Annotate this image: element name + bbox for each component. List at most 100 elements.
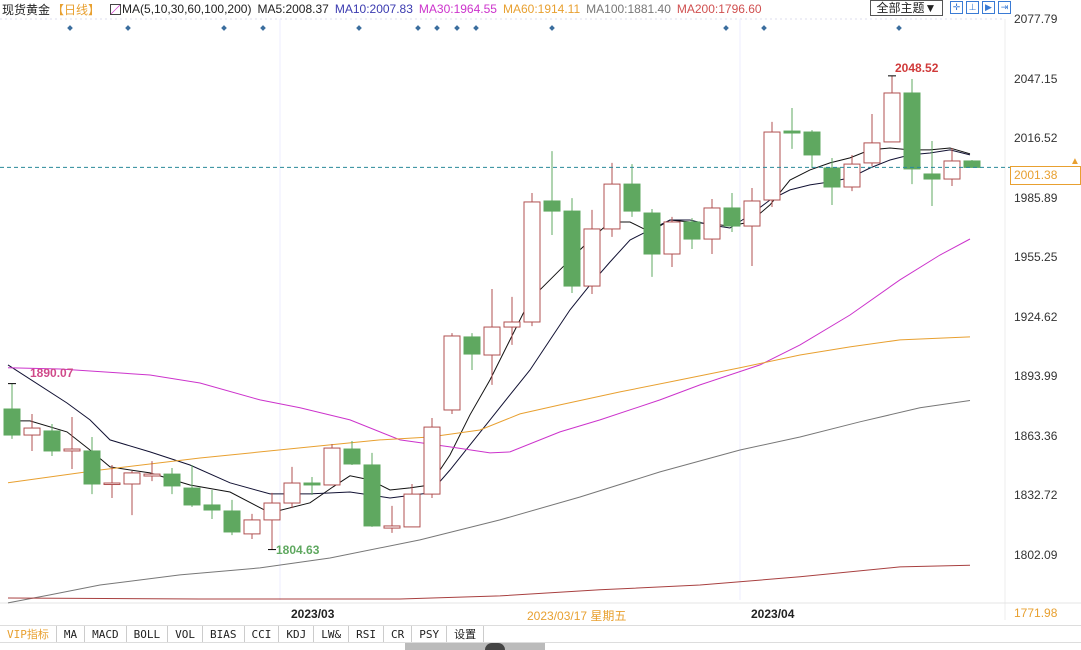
candle	[723, 193, 741, 233]
candle	[123, 470, 141, 516]
candle-body-down	[823, 167, 841, 188]
candle	[463, 333, 481, 370]
candle-body-down	[303, 482, 321, 486]
candle	[903, 79, 921, 185]
tab-11[interactable]: PSY	[412, 626, 448, 642]
candle	[843, 154, 861, 192]
current-price-arrow-icon: ▲	[1070, 156, 1080, 167]
crosshair-price-label: 1771.98	[1014, 606, 1058, 620]
ma-indicator-icon[interactable]	[110, 3, 122, 15]
candle-body-up	[443, 335, 461, 411]
candle-body-up	[403, 493, 421, 528]
candle	[623, 164, 641, 217]
high-annotation: 1890.07	[30, 366, 74, 380]
candle-body-up	[843, 163, 861, 188]
candle	[203, 490, 221, 519]
candle	[543, 151, 561, 235]
tab-9[interactable]: RSI	[349, 626, 384, 642]
candle-body-up	[523, 201, 541, 323]
candle-body-up	[863, 142, 881, 164]
candle	[263, 492, 281, 550]
candle	[683, 218, 701, 249]
tab-12[interactable]: 设置	[447, 626, 485, 642]
candle-body-up	[63, 448, 81, 452]
current-price-label: 2001.38	[1010, 166, 1081, 185]
candle-body-up	[703, 207, 721, 240]
theme-select-button[interactable]: 全部主题▼	[870, 0, 943, 16]
candle-body-down	[923, 173, 941, 180]
candle-body-up	[423, 426, 441, 495]
candle	[523, 193, 541, 327]
candle-body-down	[623, 183, 641, 212]
chart-scrollbar[interactable]	[405, 643, 545, 650]
candle	[443, 333, 461, 415]
candle	[163, 468, 181, 495]
ma5-value: MA5:2008.37	[257, 2, 329, 16]
candle	[743, 187, 761, 267]
indicator-tabs: VIP指标 MA MACD BOLL VOL BIAS CCI KDJ LW& RSI CR PSY 设…	[0, 625, 1081, 643]
candle	[23, 414, 41, 451]
candle	[663, 216, 681, 268]
y-tick-label: 2077.79	[1014, 12, 1058, 26]
candle	[503, 296, 521, 345]
candle-body-down	[643, 212, 661, 255]
peak-annotation: 2048.52	[895, 61, 939, 75]
scroll-handle[interactable]	[485, 643, 505, 650]
tab-3[interactable]: BOLL	[127, 626, 169, 642]
y-tick-label: 1863.36	[1014, 428, 1058, 443]
candle	[3, 383, 21, 439]
candle	[323, 443, 341, 486]
tab-10[interactable]: CR	[384, 626, 413, 642]
candle	[563, 198, 581, 294]
ma-line-ma10	[7, 149, 971, 499]
candle	[403, 483, 421, 528]
candle	[83, 436, 101, 495]
candle-body-up	[283, 482, 301, 504]
candle-body-up	[243, 519, 261, 535]
candle-body-down	[903, 92, 921, 170]
candle-body-down	[43, 430, 61, 452]
x-label-march: 2023/03	[291, 607, 335, 621]
tab-7[interactable]: KDJ	[279, 626, 315, 642]
y-tick-label: 1802.09	[1014, 547, 1058, 562]
tab-1[interactable]: MA	[57, 626, 86, 642]
zoom-in-icon[interactable]: ⊥	[966, 1, 979, 14]
candle-body-down	[543, 200, 561, 212]
ma200-value: MA200:1796.60	[676, 2, 762, 16]
ma100-value: MA100:1881.40	[586, 2, 671, 16]
instrument-title: 现货黄金	[2, 2, 51, 17]
candle-body-up	[503, 321, 521, 328]
candle-body-up	[143, 473, 161, 477]
y-tick-label: 1832.72	[1014, 488, 1058, 503]
candle-body-up	[323, 447, 341, 486]
zoom-out-icon[interactable]: ▶	[982, 1, 995, 14]
candle	[643, 208, 661, 277]
crosshair-icon[interactable]: ✛	[950, 1, 963, 14]
candle-body-down	[363, 464, 381, 527]
candle	[883, 75, 901, 143]
candlestick-chart[interactable]	[0, 0, 1081, 625]
ma-line-ma60	[7, 336, 971, 484]
candle-body-up	[123, 472, 141, 485]
tab-5[interactable]: BIAS	[203, 626, 245, 642]
tab-2[interactable]: MACD	[85, 626, 127, 642]
candle	[363, 452, 381, 527]
candle	[303, 476, 321, 496]
candle-body-down	[183, 487, 201, 506]
candle-body-down	[223, 510, 241, 533]
tab-6[interactable]: CCI	[245, 626, 280, 642]
candle	[603, 162, 621, 237]
candle-body-up	[883, 92, 901, 143]
ma60-value: MA60:1914.11	[502, 2, 581, 16]
period-label[interactable]: 【日线】	[52, 2, 101, 17]
tab-0[interactable]: VIP指标	[0, 626, 57, 642]
ma-line-ma100	[7, 400, 971, 604]
y-tick-label: 1985.89	[1014, 190, 1058, 205]
move-right-icon[interactable]: ⇥	[998, 1, 1011, 14]
candle-body-down	[83, 450, 101, 485]
candle	[143, 461, 161, 482]
tab-4[interactable]: VOL	[168, 626, 203, 642]
ma-line-ma200	[7, 564, 971, 600]
tab-8[interactable]: LW&	[314, 626, 350, 642]
candle	[583, 209, 601, 295]
